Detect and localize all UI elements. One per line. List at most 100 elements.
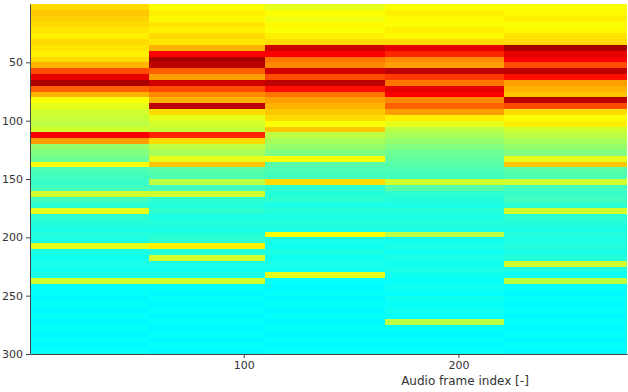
heatmap-cell [385, 319, 503, 325]
heatmap-cell [504, 214, 627, 220]
x-tick-label: 200 [448, 359, 469, 372]
heatmap-cell [265, 16, 385, 22]
heatmap-cell [149, 39, 265, 45]
heatmap-cell [149, 144, 265, 150]
x-axis-title: Audio frame index [-] [401, 374, 529, 388]
heatmap-cell [149, 150, 265, 156]
heatmap-cell [504, 121, 627, 127]
heatmap-cell [504, 296, 627, 302]
heatmap-cell [385, 86, 503, 92]
heatmap-cell [504, 226, 627, 232]
heatmap-cell [265, 132, 385, 138]
heatmap-cell [504, 51, 627, 57]
heatmap-cell [265, 4, 385, 10]
heatmap-cell [149, 214, 265, 220]
heatmap-cell [30, 197, 149, 203]
heatmap-cell [385, 45, 503, 51]
heatmap-cell [385, 51, 503, 57]
heatmap-cell [504, 92, 627, 98]
heatmap-cell [385, 22, 503, 28]
heatmap-cell [265, 150, 385, 156]
heatmap-cell [265, 156, 385, 162]
heatmap-cell [265, 278, 385, 284]
heatmap-cell [30, 62, 149, 68]
heatmap-cell [149, 337, 265, 343]
heatmap-cell [149, 51, 265, 57]
heatmap-cell [265, 173, 385, 179]
heatmap-cell [385, 337, 503, 343]
heatmap-cell [385, 185, 503, 191]
heatmap-cell [30, 68, 149, 74]
heatmap-cell [149, 27, 265, 33]
heatmap-cell [504, 156, 627, 162]
heatmap-cell [504, 348, 627, 354]
heatmap-cell [385, 10, 503, 16]
heatmap-cell [504, 232, 627, 238]
heatmap-cell [504, 173, 627, 179]
heatmap-cell [385, 97, 503, 103]
heatmap-cell [30, 16, 149, 22]
heatmap-cell [149, 74, 265, 80]
heatmap-cell [385, 74, 503, 80]
heatmap-cell [504, 4, 627, 10]
heatmap-cell [385, 57, 503, 63]
heatmap-cell [265, 237, 385, 243]
x-tick: 200 [448, 354, 469, 372]
heatmap-cell [265, 249, 385, 255]
heatmap-cell [30, 237, 149, 243]
heatmap-cell [265, 226, 385, 232]
heatmap-cell [30, 226, 149, 232]
y-tick-label: 150 [2, 173, 23, 186]
heatmap-cell [149, 296, 265, 302]
y-tick-label: 300 [2, 348, 23, 361]
heatmap-cell [265, 92, 385, 98]
heatmap-cell [265, 10, 385, 16]
heatmap-cell [504, 45, 627, 51]
heatmap-cell [30, 156, 149, 162]
heatmap-cell [385, 16, 503, 22]
heatmap-cell [385, 307, 503, 313]
y-tick-label: 100 [2, 115, 23, 128]
heatmap-cell [385, 237, 503, 243]
heatmap-cell [30, 325, 149, 331]
heatmap-cell [385, 296, 503, 302]
heatmap-cell [149, 220, 265, 226]
heatmap-cell [30, 27, 149, 33]
y-tick-mark [26, 179, 30, 180]
heatmap-cell [149, 348, 265, 354]
heatmap-cell [149, 255, 265, 261]
heatmap-cell [385, 208, 503, 214]
heatmap-cell [504, 74, 627, 80]
heatmap-cell [385, 4, 503, 10]
heatmap-cell [385, 138, 503, 144]
heatmap-cell [149, 115, 265, 121]
heatmap-cell [504, 80, 627, 86]
heatmap-cell [149, 197, 265, 203]
heatmap-cell [30, 80, 149, 86]
heatmap-cell [149, 267, 265, 273]
heatmap-cell [149, 319, 265, 325]
heatmap-cell [504, 97, 627, 103]
heatmap-cell [385, 220, 503, 226]
heatmap-cell [149, 86, 265, 92]
y-tick-mark [26, 237, 30, 238]
chart: 10020050100150200250300Audio frame index… [0, 0, 628, 392]
heatmap-cell [385, 267, 503, 273]
heatmap-cell [149, 127, 265, 133]
heatmap-cell [149, 313, 265, 319]
heatmap-cell [265, 313, 385, 319]
heatmap-cell [30, 86, 149, 92]
heatmap-cell [149, 331, 265, 337]
heatmap-cell [504, 337, 627, 343]
x-tick: 100 [234, 354, 255, 372]
heatmap-cell [149, 325, 265, 331]
heatmap-cell [504, 22, 627, 28]
heatmap-cell [30, 132, 149, 138]
heatmap-cell [149, 226, 265, 232]
heatmap-cell [504, 237, 627, 243]
heatmap-cell [265, 342, 385, 348]
heatmap-cell [385, 144, 503, 150]
heatmap-cell [265, 97, 385, 103]
heatmap-cell [149, 237, 265, 243]
heatmap-cell [30, 57, 149, 63]
